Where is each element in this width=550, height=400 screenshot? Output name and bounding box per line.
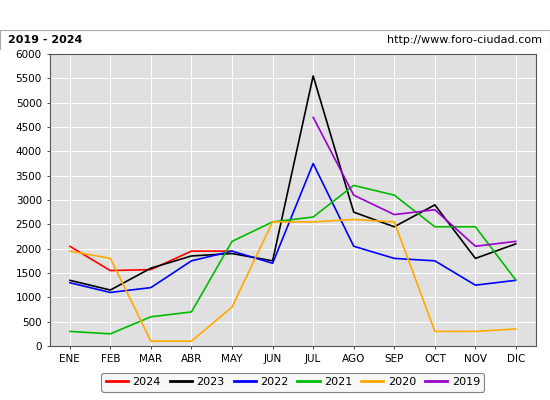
Text: http://www.foro-ciudad.com: http://www.foro-ciudad.com [387, 35, 542, 45]
Text: Evolucion Nº Turistas Nacionales en el municipio de Pedraza: Evolucion Nº Turistas Nacionales en el m… [25, 8, 525, 22]
Text: 2019 - 2024: 2019 - 2024 [8, 35, 82, 45]
Legend: 2024, 2023, 2022, 2021, 2020, 2019: 2024, 2023, 2022, 2021, 2020, 2019 [101, 373, 485, 392]
